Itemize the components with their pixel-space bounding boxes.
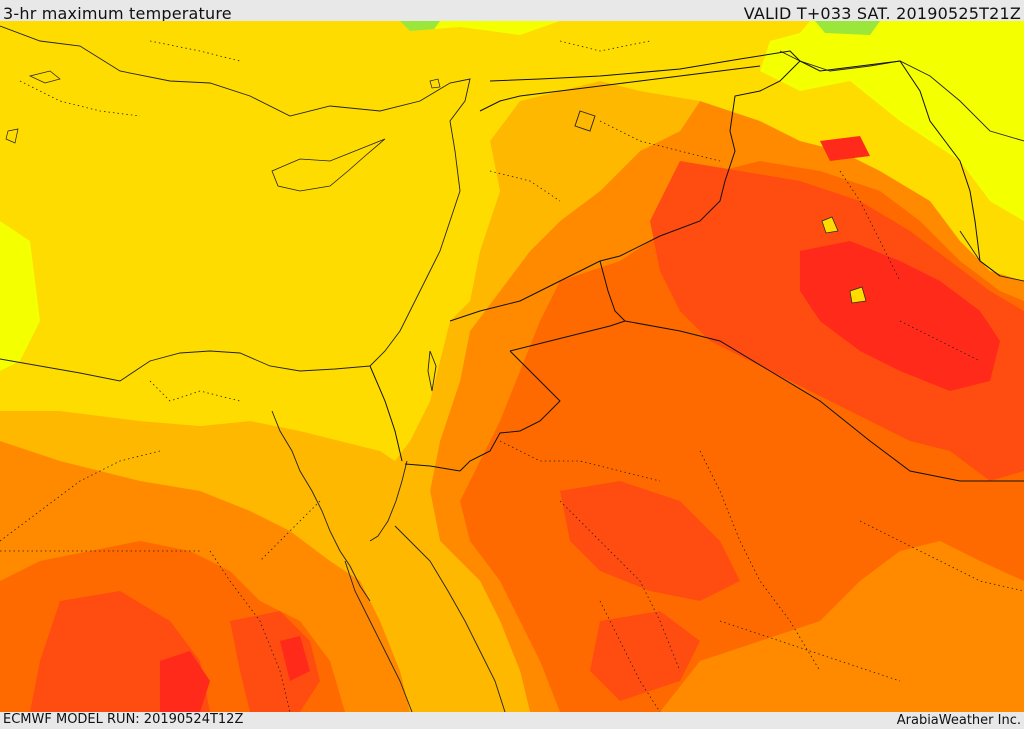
yellow-region — [0, 21, 1024, 461]
header-bar: 3-hr maximum temperature VALID T+033 SAT… — [0, 0, 1024, 23]
islands — [5, 70, 867, 304]
red-hotspot-south — [160, 636, 310, 712]
coastlines — [0, 25, 1024, 712]
egypt-israel-border — [369, 365, 403, 462]
footer-bar: ECMWF MODEL RUN: 20190524T12Z ArabiaWeat… — [0, 712, 1024, 729]
red-hotspot-north — [820, 136, 870, 161]
red-orange-south — [560, 481, 740, 701]
red-orange-sw — [30, 591, 320, 712]
valid-time: VALID T+033 SAT. 20190525T21Z — [743, 4, 1021, 23]
credit: ArabiaWeather Inc. — [896, 713, 1021, 728]
turkey-syria-border — [479, 65, 761, 112]
country-borders — [369, 50, 1024, 482]
jordan-saudi-border — [459, 350, 561, 472]
model-run: ECMWF MODEL RUN: 20190524T12Z — [3, 712, 244, 727]
saudi-jordan-south — [404, 463, 461, 472]
light-yellow-east — [950, 71, 1024, 221]
dead-sea — [427, 350, 437, 392]
map-title: 3-hr maximum temperature — [3, 4, 232, 23]
red-sea-east-coast — [394, 525, 506, 712]
red-hotspot-east — [800, 241, 1000, 391]
temperature-map[interactable] — [0, 21, 1024, 712]
levant-coast — [369, 150, 461, 367]
light-yellow-west — [0, 221, 40, 371]
province-lines — [0, 40, 1024, 712]
iran-iraq-border — [799, 60, 1001, 277]
north-africa-coast — [0, 350, 371, 382]
red-sea-west-coast — [344, 560, 413, 712]
jordan-iraq-border — [509, 260, 626, 352]
lake-van — [574, 110, 596, 132]
saudi-iraq-border — [624, 320, 1024, 482]
gulf-of-suez — [271, 410, 371, 602]
gulf-of-aqaba — [369, 460, 408, 542]
cyprus-outline — [271, 138, 386, 192]
turkey-south-coast — [0, 25, 471, 152]
map-canvas — [0, 21, 1024, 712]
syria-iraq-border — [449, 50, 801, 322]
